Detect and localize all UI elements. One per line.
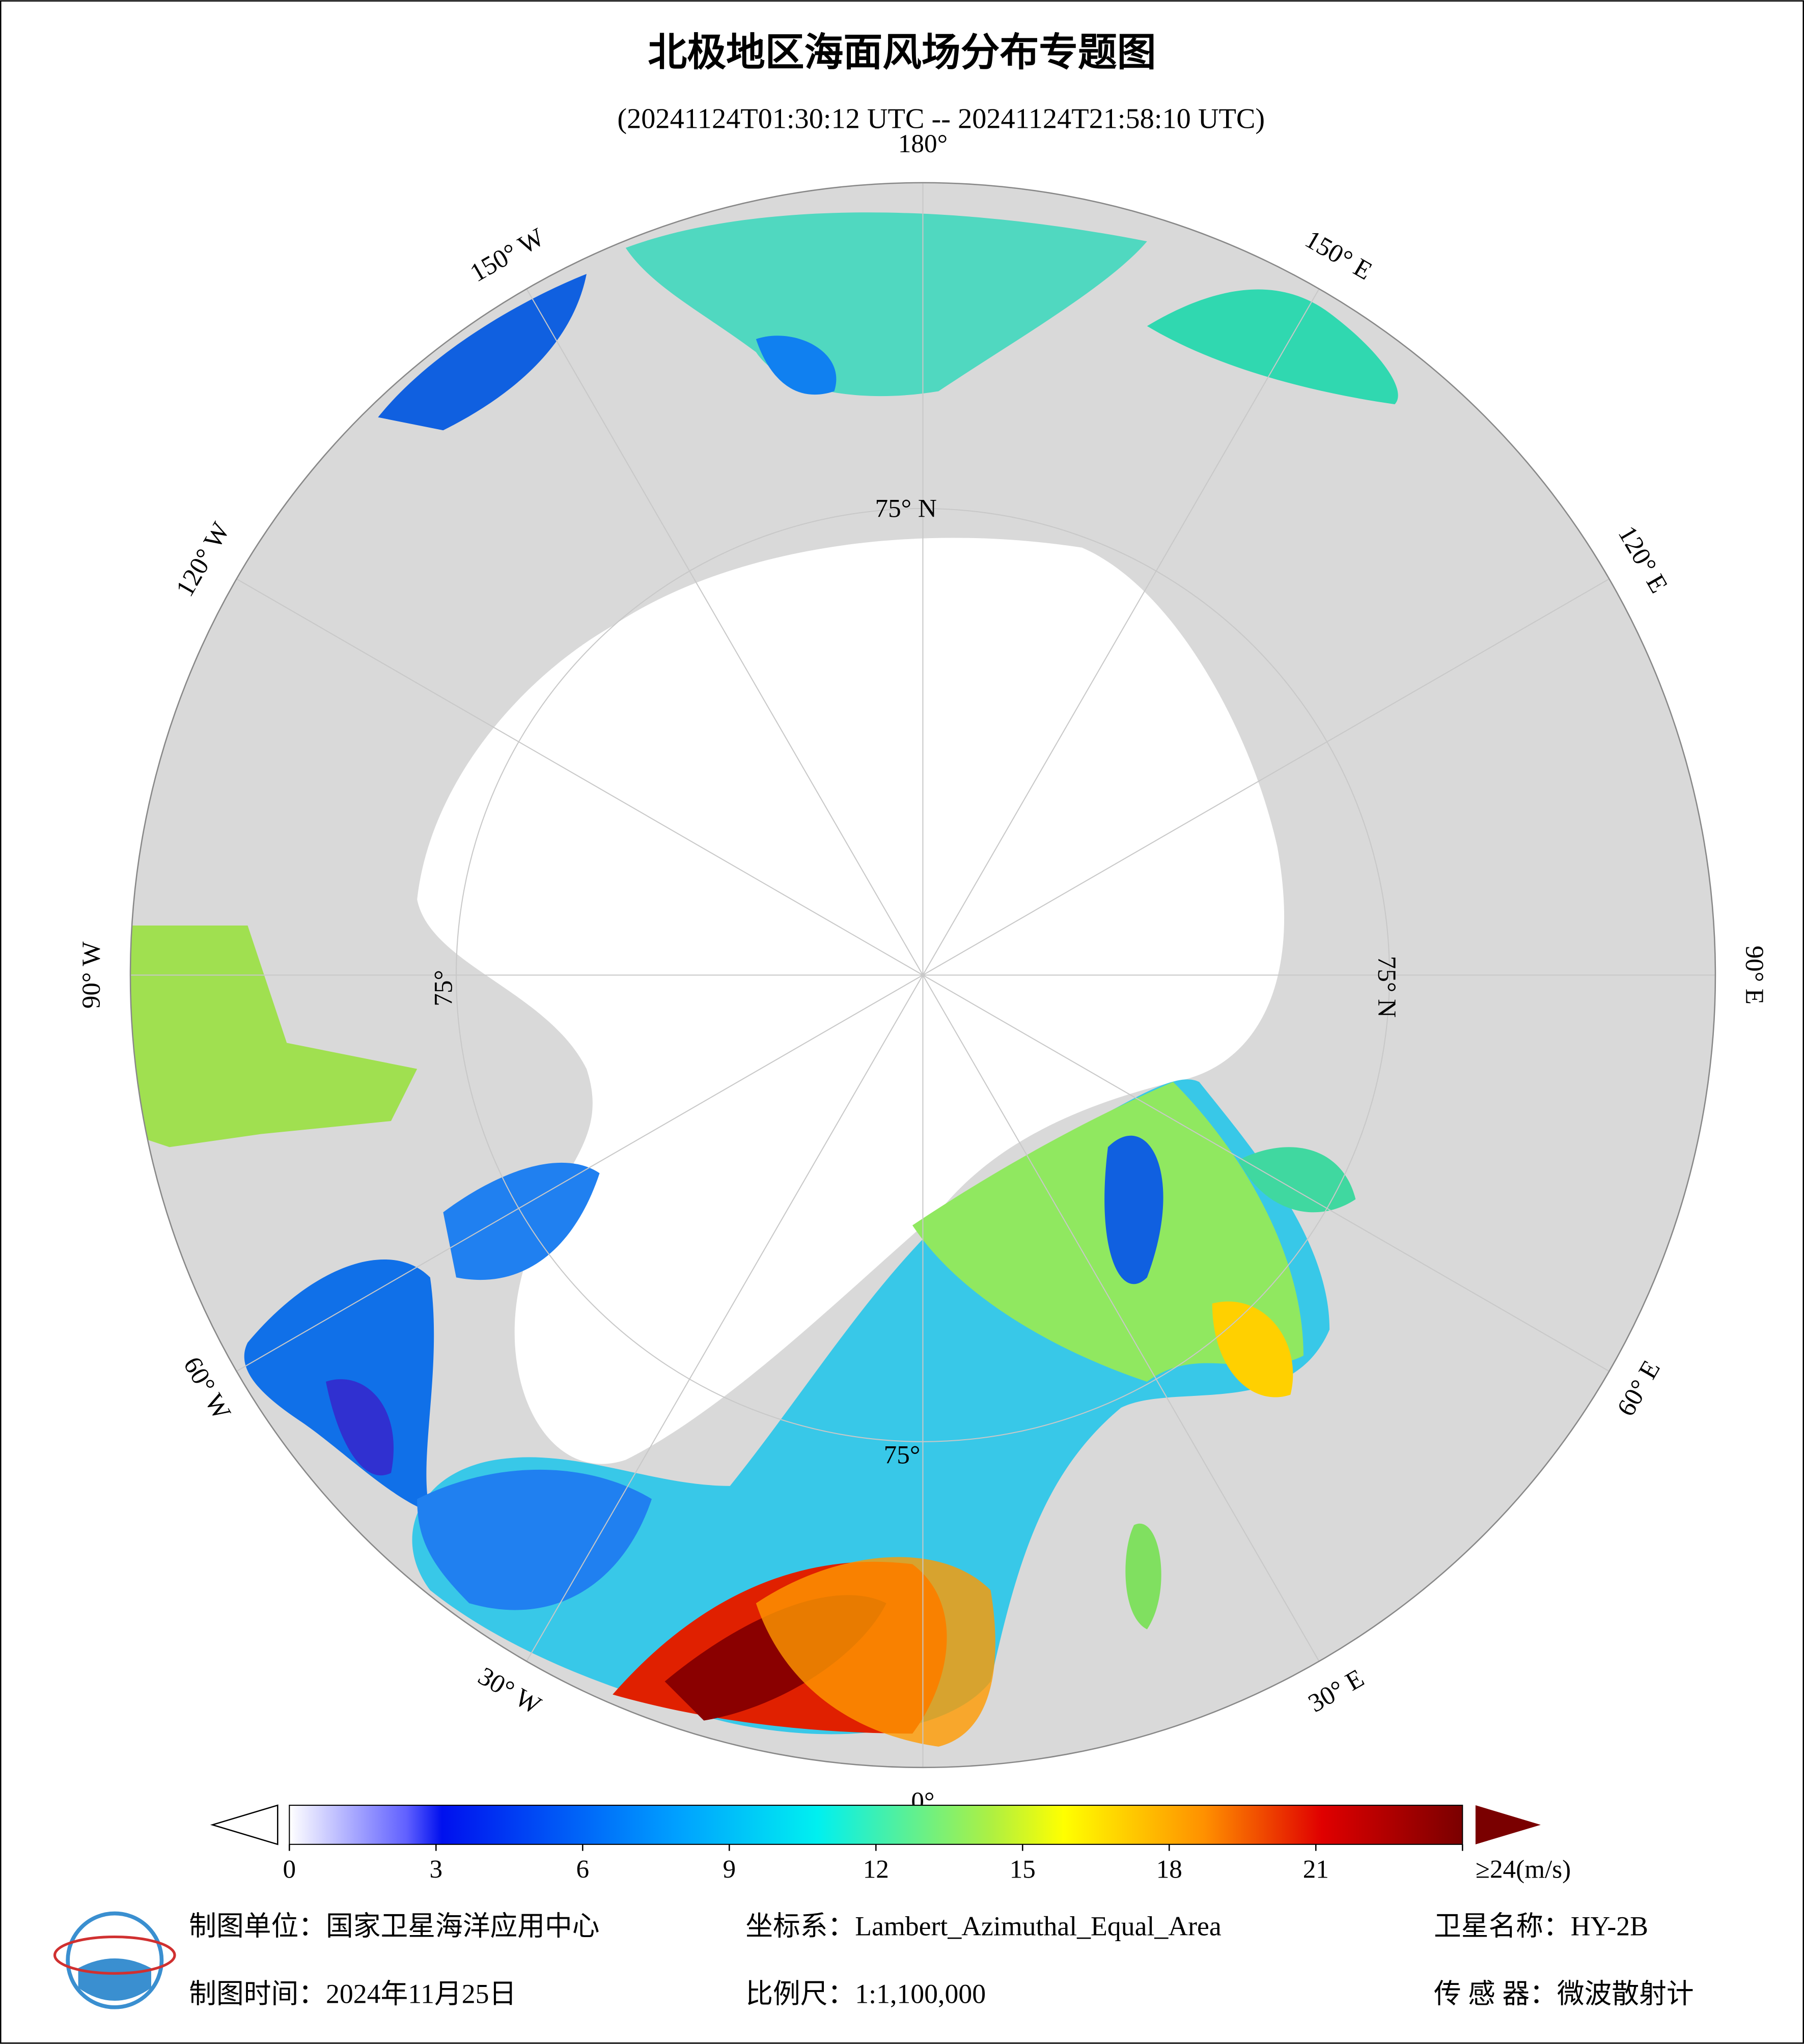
latitude-label: 75° N xyxy=(1372,956,1401,1018)
colorbar-high-arrow xyxy=(1475,1805,1541,1844)
latitude-label: 75° xyxy=(884,1440,921,1469)
colorbar-tick-label: 6 xyxy=(576,1855,590,1884)
longitude-label: 90° E xyxy=(1740,945,1769,1004)
wind-field xyxy=(1147,289,1398,405)
graticule xyxy=(129,182,1716,1769)
footer-scale: 比例尺：1:1,100,000 xyxy=(745,1979,986,2009)
longitude-label: 90° W xyxy=(77,941,106,1009)
wind-field xyxy=(1125,1523,1161,1630)
wind-field xyxy=(1212,1301,1293,1397)
footer-crs: 坐标系：Lambert_Azimuthal_Equal_Area xyxy=(745,1911,1222,1942)
meridian xyxy=(526,288,924,975)
meridian xyxy=(236,578,923,976)
meridian xyxy=(526,974,924,1662)
colorbar-tick-label: 18 xyxy=(1156,1855,1182,1884)
longitude-label: 180° xyxy=(898,129,948,158)
wind-field xyxy=(1238,1147,1356,1213)
footer-satellite: 卫星名称：HY-2B xyxy=(1434,1911,1648,1942)
wind-field xyxy=(325,1379,394,1476)
wind-field xyxy=(625,212,1147,397)
meridian xyxy=(236,974,923,1372)
meridian xyxy=(922,974,1320,1662)
colorbar-tick-label: 15 xyxy=(1010,1855,1036,1884)
wind-field xyxy=(378,274,587,431)
wind-field xyxy=(756,1557,995,1747)
colorbar-scale xyxy=(289,1805,1463,1845)
wind-field xyxy=(130,926,418,1147)
latitude-label: 75° xyxy=(429,970,458,1006)
colorbar-tick-label: 3 xyxy=(430,1855,443,1884)
wind-field xyxy=(756,335,837,395)
footer-date: 制图时间：2024年11月25日 xyxy=(189,1979,516,2009)
colorbar-tick-label: 12 xyxy=(863,1855,889,1884)
meridian xyxy=(922,578,1609,976)
colorbar-tick-label: ≥24(m/s) xyxy=(1476,1855,1571,1884)
colorbar: 0 3 6 9 12 15 18 21 ≥24(m/s) xyxy=(210,1804,1571,1884)
wind-field xyxy=(417,1469,652,1610)
sea-ice xyxy=(417,538,1285,1464)
wind-field xyxy=(443,1162,600,1280)
logo xyxy=(53,1911,176,2009)
colorbar-tick-label: 0 xyxy=(283,1855,296,1884)
title: 北极地区海面风场分布专题图 xyxy=(648,30,1156,75)
colorbar-tick-label: 21 xyxy=(1303,1855,1329,1884)
meridian xyxy=(922,974,1609,1372)
footer-sensor: 传 感 器：微波散射计 xyxy=(1434,1979,1694,2009)
latitude-label: 75° N xyxy=(875,494,936,523)
wind-field xyxy=(1104,1135,1163,1284)
map-body xyxy=(130,182,1715,1768)
subtitle: (20241124T01:30:12 UTC -- 20241124T21:58… xyxy=(617,103,1265,134)
meridian xyxy=(922,288,1320,975)
colorbar-tick-label: 9 xyxy=(723,1855,736,1884)
footer-unit: 制图单位：国家卫星海洋应用中心 xyxy=(189,1911,599,1942)
map-boundary xyxy=(129,182,1716,1769)
colorbar-low-arrow xyxy=(210,1804,279,1845)
